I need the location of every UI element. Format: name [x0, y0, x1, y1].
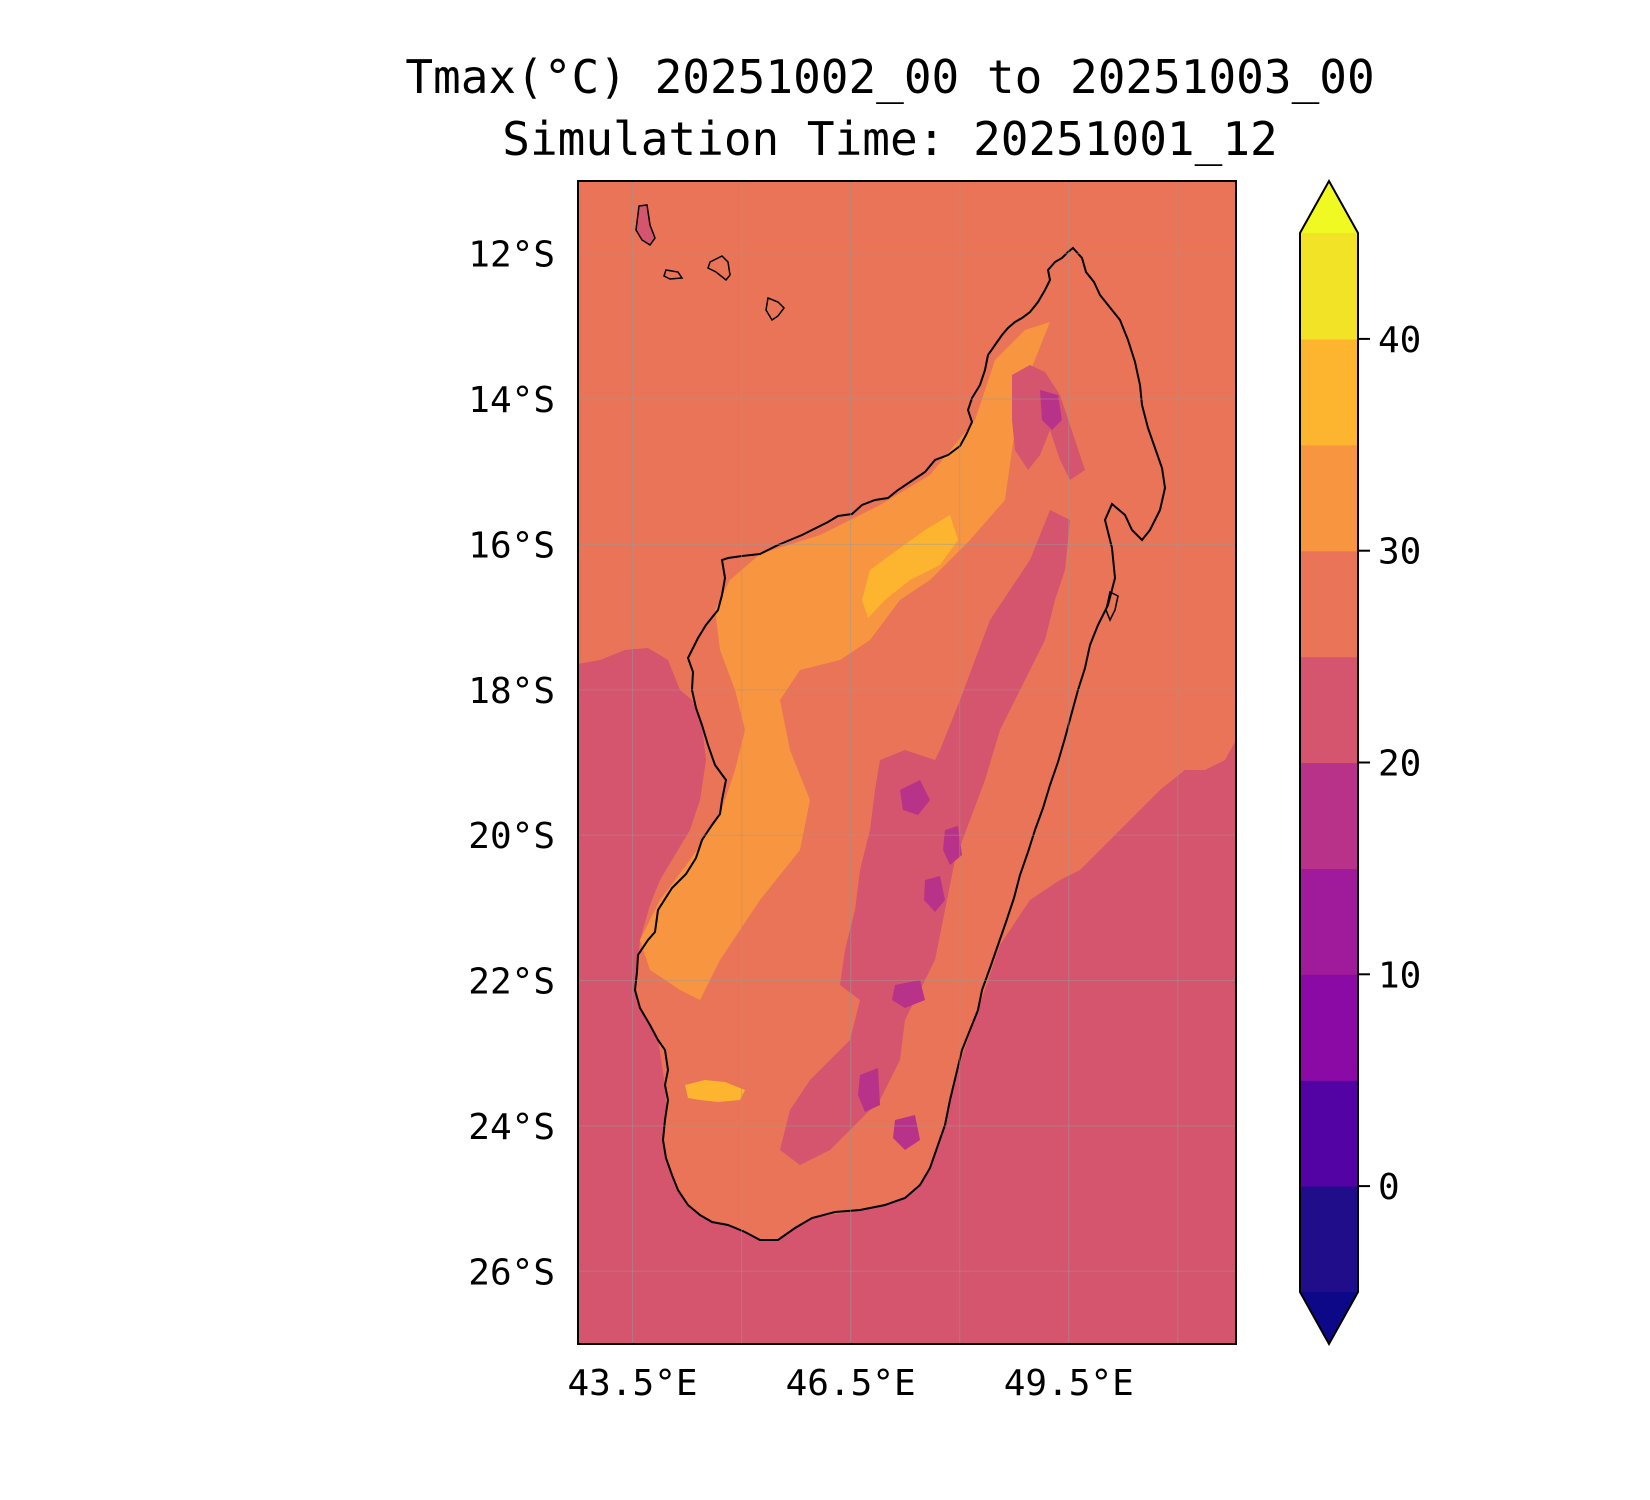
- island-north-b: [663, 269, 684, 280]
- colorbar-segment: [1300, 1186, 1358, 1293]
- lat-tick-label: 18°S: [468, 671, 555, 712]
- colorbar-tick-label: 10: [1378, 955, 1421, 996]
- lat-tick-label: 16°S: [468, 525, 555, 566]
- lat-tick-label: 12°S: [468, 235, 555, 276]
- map-title-line2: Simulation Time: 20251001_12: [502, 112, 1278, 166]
- colorbar-segment: [1300, 338, 1358, 446]
- latitude-tick-labels: 12°S 14°S 16°S 18°S 20°S 22°S 24°S 26°S: [468, 235, 555, 1294]
- colorbar-outline: [1299, 178, 1359, 1347]
- colorbar: 0 10 20 30 40: [1299, 178, 1421, 1347]
- lon-tick-label: 46.5°E: [786, 1363, 916, 1404]
- island-north-c: [765, 296, 785, 322]
- longitude-tick-labels: 43.5°E 46.5°E 49.5°E: [568, 1363, 1134, 1404]
- ocean-band-20-25: [578, 648, 1236, 1344]
- colorbar-tick-label: 40: [1378, 320, 1421, 361]
- lat-tick-label: 22°S: [468, 962, 555, 1003]
- colorbar-segment: [1300, 233, 1358, 340]
- colorbar-segment: [1300, 656, 1358, 764]
- colorbar-under-arrow: [1300, 1292, 1358, 1344]
- colorbar-tick-label: 30: [1378, 532, 1421, 573]
- land-band-15-20-b: [943, 826, 962, 865]
- colorbar-over-arrow: [1300, 181, 1358, 233]
- land-band-15-20-f: [893, 1115, 920, 1150]
- colorbar-segment: [1300, 1080, 1358, 1187]
- land-band-30-35: [640, 322, 1050, 1000]
- land-band-15-20-a: [900, 780, 930, 815]
- colorbar-tick-label: 20: [1378, 744, 1421, 785]
- colorbar-segment: [1300, 762, 1358, 869]
- land-band-35-40: [862, 515, 958, 618]
- island-nw: [635, 204, 656, 247]
- lon-tick-label: 49.5°E: [1004, 1363, 1134, 1404]
- lat-tick-label: 24°S: [468, 1107, 555, 1148]
- land-band-15-20-c: [924, 876, 945, 912]
- lat-tick-label: 20°S: [468, 816, 555, 857]
- colorbar-tick-label: 0: [1378, 1167, 1400, 1208]
- lat-tick-label: 14°S: [468, 380, 555, 421]
- land-band-15-20-north: [1040, 390, 1062, 430]
- land-band-15-20-d: [892, 980, 925, 1008]
- lon-tick-label: 43.5°E: [568, 1363, 698, 1404]
- colorbar-segment: [1300, 550, 1358, 658]
- graticule: [578, 181, 1236, 1344]
- colorbar-segment: [1300, 444, 1358, 552]
- map-frame: [577, 180, 1237, 1345]
- map-border: [577, 180, 1237, 1345]
- colorbar-segment: [1300, 868, 1358, 975]
- island-north-a: [707, 255, 731, 282]
- land-band-35-40-south: [685, 1080, 745, 1102]
- lat-tick-label: 26°S: [468, 1252, 555, 1293]
- map-title-line1: Tmax(°C) 20251002_00 to 20251003_00: [405, 50, 1375, 104]
- colorbar-segment: [1300, 974, 1358, 1081]
- land-band-15-20-e: [858, 1068, 880, 1112]
